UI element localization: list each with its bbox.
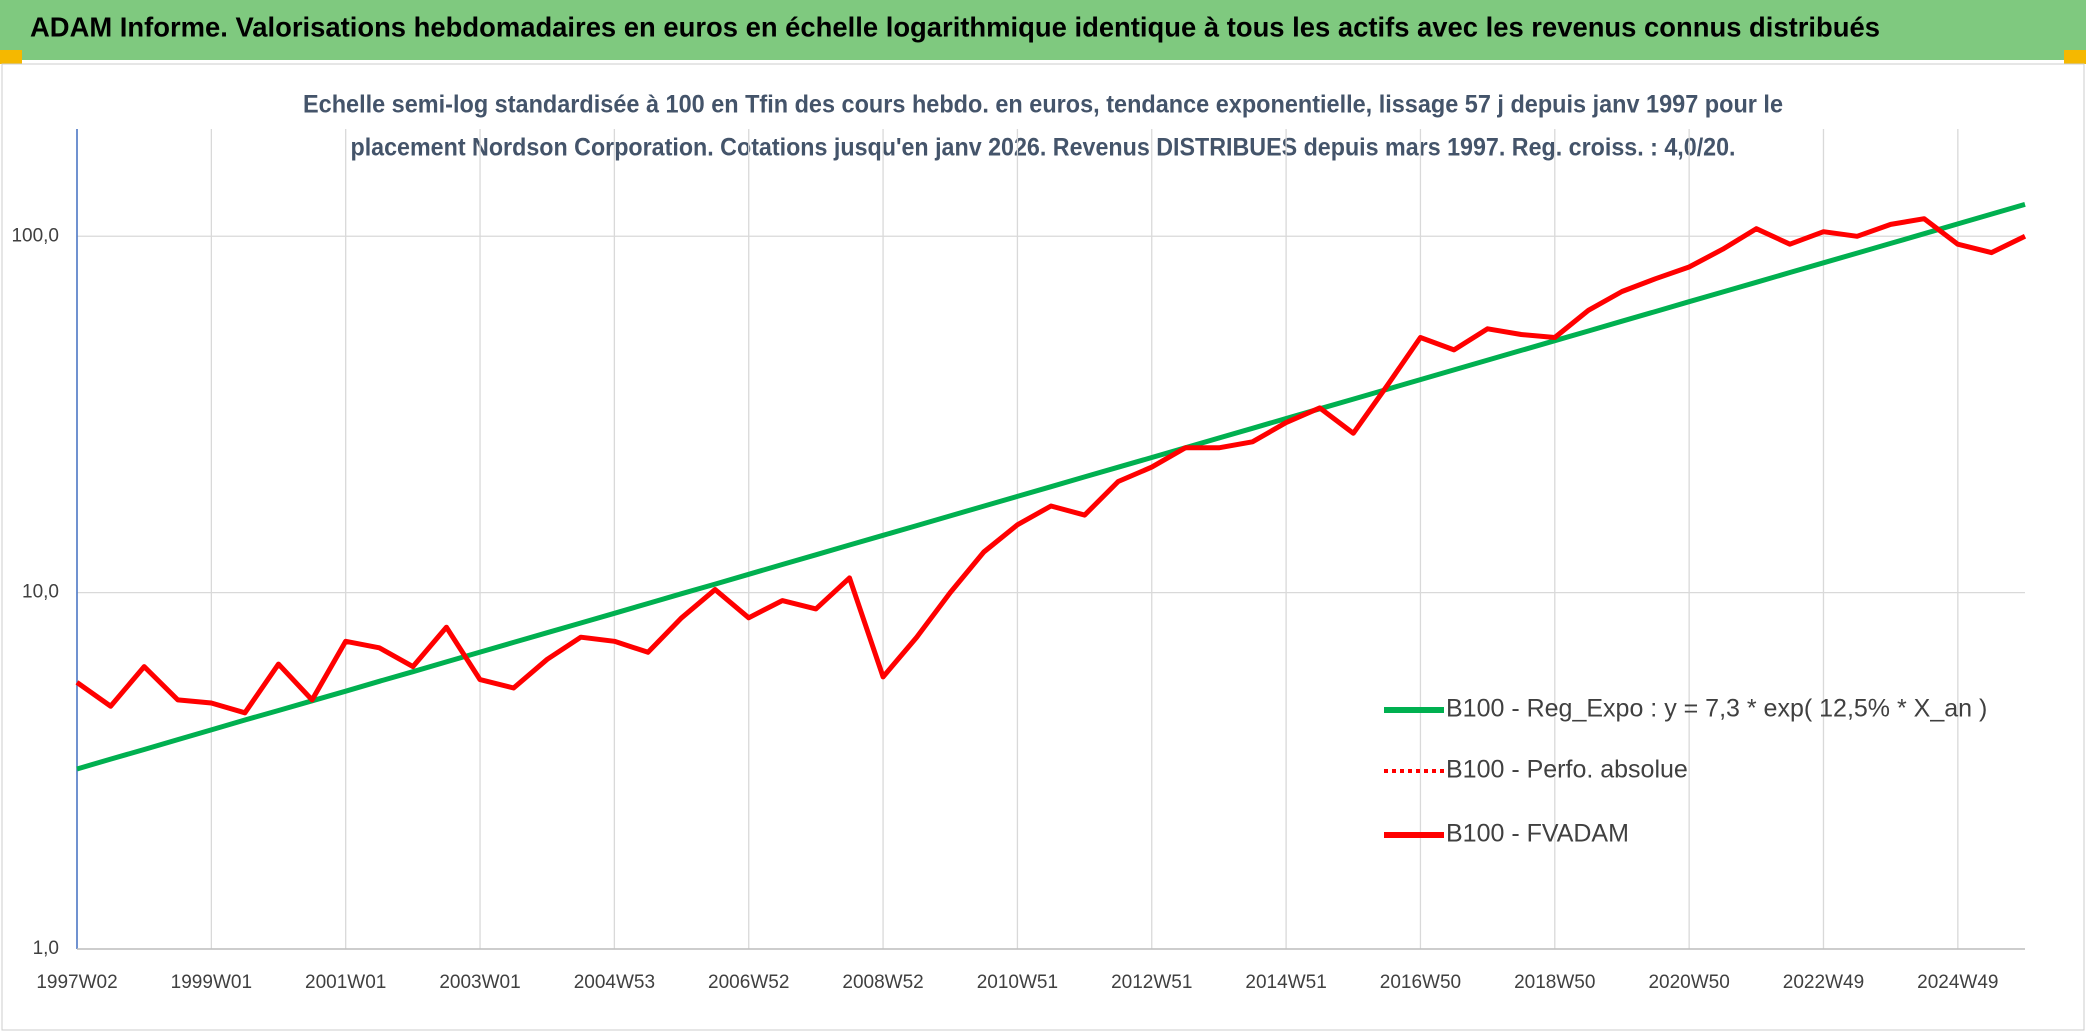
y-tick-label: 100,0 <box>11 225 59 246</box>
x-tick-label: 2024W49 <box>1917 972 1998 993</box>
legend-label: B100 - Reg_Expo : y = 7,3 * exp( 12,5% *… <box>1446 695 1987 723</box>
chart-subtitle: placement Nordson Corporation. Cotations… <box>351 134 1736 162</box>
x-tick-label: 1997W02 <box>36 972 117 993</box>
x-tick-label: 2004W53 <box>574 972 655 993</box>
x-tick-label: 2012W51 <box>1111 972 1192 993</box>
x-tick-label: 2018W50 <box>1514 972 1595 993</box>
x-tick-label: 2020W50 <box>1648 972 1729 993</box>
legend-label: B100 - FVADAM <box>1446 820 1629 848</box>
frame <box>1 63 2085 1031</box>
x-tick-label: 2016W50 <box>1380 972 1461 993</box>
x-tick-label: 2014W51 <box>1245 972 1326 993</box>
x-tick-label: 2022W49 <box>1783 972 1864 993</box>
corner <box>0 50 22 64</box>
y-tick-label: 10,0 <box>22 582 59 603</box>
header-title: ADAM Informe. Valorisations hebdomadaire… <box>30 11 1880 42</box>
x-tick-label: 2001W01 <box>305 972 386 993</box>
y-tick-label: 1,0 <box>33 938 59 959</box>
series-line <box>76 201 2026 772</box>
header-bar <box>0 0 2086 60</box>
x-tick-label: 2010W51 <box>977 972 1058 993</box>
x-tick-label: 2008W52 <box>842 972 923 993</box>
chart-title: Echelle semi-log standardisée à 100 en T… <box>303 91 1783 119</box>
corner <box>2064 50 2086 64</box>
x-tick-label: 2006W52 <box>708 972 789 993</box>
x-tick-label: 2003W01 <box>439 972 520 993</box>
legend-label: B100 - Perfo. absolue <box>1446 756 1688 784</box>
series-line <box>75 216 2027 716</box>
x-tick-label: 1999W01 <box>171 972 252 993</box>
